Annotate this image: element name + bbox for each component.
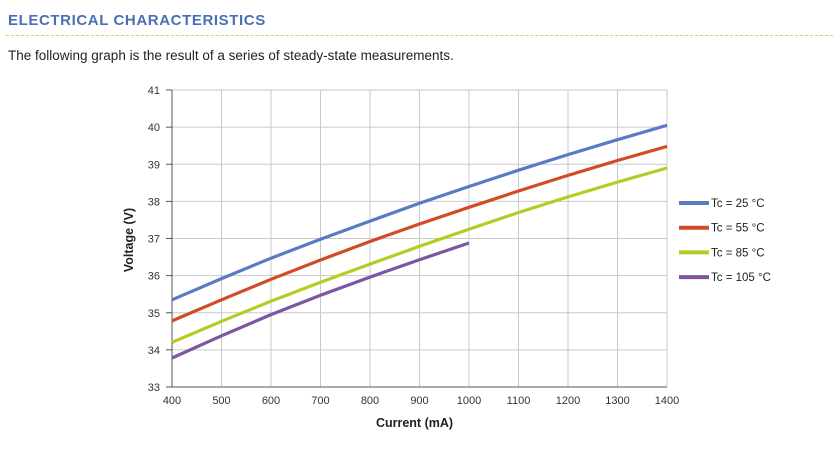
y-tick-label: 33 xyxy=(148,382,160,394)
grid xyxy=(171,89,668,388)
legend-label-3: Tc = 85 °C xyxy=(711,247,765,259)
axes: 400 500 600 700 800 900 1000 1100 1200 1300 1400 33… xyxy=(148,85,679,407)
x-tick-label: 900 xyxy=(410,395,428,407)
x-tick-label: 1200 xyxy=(556,395,580,407)
x-tick-label: 600 xyxy=(262,395,280,407)
x-tick-label: 800 xyxy=(361,395,379,407)
series-line-4 xyxy=(171,241,470,360)
intro-text: The following graph is the result of a s… xyxy=(8,48,454,63)
legend-label-2: Tc = 55 °C xyxy=(711,223,765,235)
y-axis-title: Voltage (V) xyxy=(122,208,136,272)
x-tick-label: 700 xyxy=(311,395,329,407)
x-tick-label: 1100 xyxy=(507,395,531,407)
y-tick-label: 41 xyxy=(148,85,160,97)
series-line-3 xyxy=(171,166,668,344)
x-tick-label: 500 xyxy=(212,395,230,407)
y-tick-label: 35 xyxy=(148,308,160,320)
series-line-2 xyxy=(171,144,668,323)
section-title: ELECTRICAL CHARACTERISTICS xyxy=(8,12,266,29)
y-tick-label: 40 xyxy=(148,122,160,134)
title-divider xyxy=(6,35,833,36)
y-tick-label: 37 xyxy=(148,234,160,246)
series-line-1 xyxy=(171,123,668,302)
x-axis-title: Current (mA) xyxy=(376,416,453,430)
x-tick-label: 1300 xyxy=(605,395,629,407)
y-tick-label: 34 xyxy=(148,345,160,357)
x-tick-label: 1400 xyxy=(655,395,679,407)
x-tick-label: 400 xyxy=(163,395,181,407)
legend-label-4: Tc = 105 °C xyxy=(711,272,771,284)
series-lines xyxy=(171,123,668,360)
y-tick-label: 39 xyxy=(148,159,160,171)
y-tick-label: 38 xyxy=(148,196,160,208)
y-tick-label: 36 xyxy=(148,271,160,283)
x-tick-label: 1000 xyxy=(457,395,481,407)
legend: Tc = 25 °C Tc = 55 °C Tc = 85 °C Tc = 105 °… xyxy=(679,198,771,284)
legend-label-1: Tc = 25 °C xyxy=(711,198,765,210)
